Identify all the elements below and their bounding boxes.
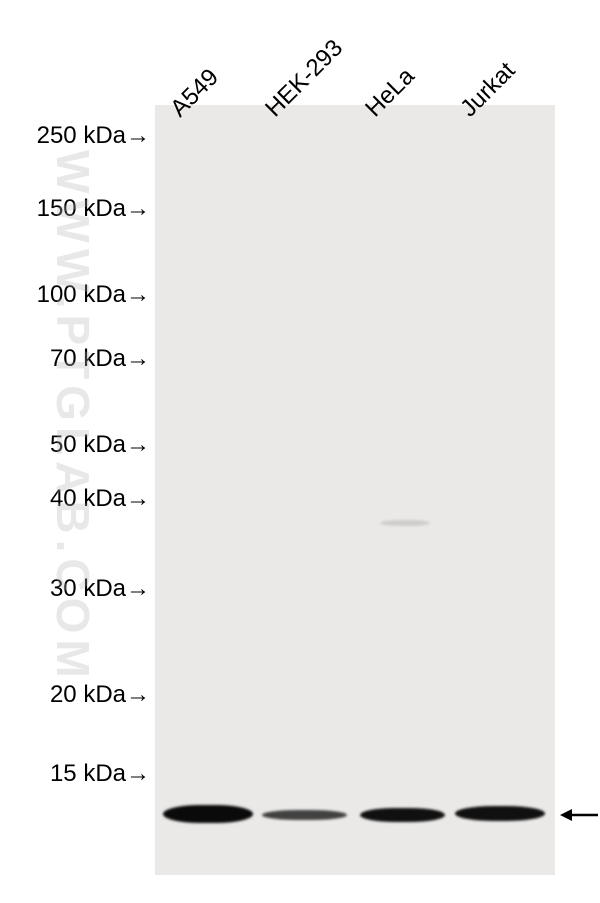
mw-marker-text: 100 kDa — [37, 281, 126, 308]
arrow-right-icon: → — [126, 345, 150, 373]
mw-marker-label: 250 kDa→ — [37, 122, 150, 150]
mw-marker-label: 15 kDa→ — [50, 760, 150, 788]
mw-marker-label: 70 kDa→ — [50, 345, 150, 373]
mw-marker-text: 150 kDa — [37, 195, 126, 222]
arrow-right-icon: → — [126, 760, 150, 788]
watermark-text: WWW.PTGLAB.COM — [46, 150, 100, 684]
mw-marker-label: 20 kDa→ — [50, 681, 150, 709]
mw-marker-text: 50 kDa — [50, 431, 126, 458]
mw-marker-text: 70 kDa — [50, 345, 126, 372]
arrow-right-icon: → — [126, 281, 150, 309]
protein-band — [163, 805, 253, 823]
faint-band — [380, 520, 430, 526]
mw-marker-text: 30 kDa — [50, 575, 126, 602]
arrow-right-icon: → — [126, 195, 150, 223]
membrane-background — [155, 105, 555, 875]
arrow-right-icon: → — [126, 431, 150, 459]
mw-marker-text: 20 kDa — [50, 681, 126, 708]
arrow-right-icon: → — [126, 575, 150, 603]
mw-marker-text: 15 kDa — [50, 760, 126, 787]
arrow-right-icon: → — [126, 681, 150, 709]
mw-marker-text: 250 kDa — [37, 122, 126, 149]
mw-marker-label: 40 kDa→ — [50, 485, 150, 513]
protein-band — [262, 810, 347, 820]
protein-band — [455, 806, 545, 821]
mw-marker-text: 40 kDa — [50, 485, 126, 512]
arrow-right-icon: → — [126, 122, 150, 150]
mw-marker-label: 30 kDa→ — [50, 575, 150, 603]
mw-marker-label: 150 kDa→ — [37, 195, 150, 223]
protein-band — [360, 808, 445, 822]
western-blot-figure: A549HEK-293HeLaJurkat 250 kDa→150 kDa→10… — [0, 0, 600, 903]
arrow-right-icon: → — [126, 485, 150, 513]
target-band-arrow — [560, 805, 600, 825]
mw-marker-label: 50 kDa→ — [50, 431, 150, 459]
mw-marker-label: 100 kDa→ — [37, 281, 150, 309]
